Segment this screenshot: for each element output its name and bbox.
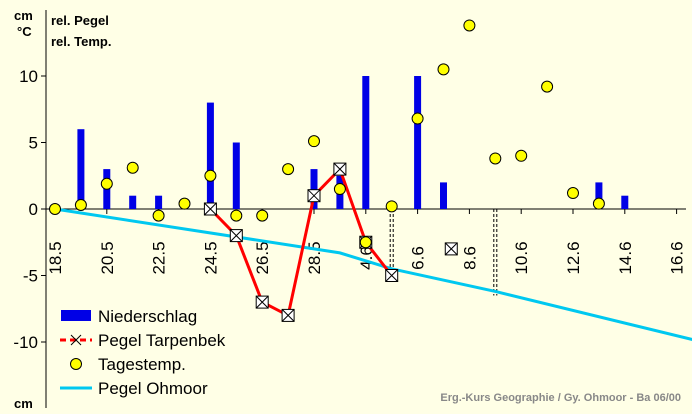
x-tick-label: 20.5 — [98, 241, 117, 274]
precipitation-bar — [77, 129, 85, 209]
temperature-point — [592, 197, 605, 210]
legend-label: Niederschlag — [98, 307, 197, 326]
precipitation-bar — [595, 182, 603, 209]
temperature-point — [385, 200, 398, 213]
temperature-point — [437, 63, 450, 76]
temperature-point — [567, 187, 579, 200]
tarpenbek-point — [255, 295, 269, 309]
precipitation-bar — [362, 76, 370, 209]
precipitation-bar — [440, 182, 447, 209]
y-tick-label: 0 — [29, 200, 38, 219]
precipitation-bar — [155, 195, 163, 209]
temperature-point — [178, 197, 191, 210]
credit-text: Erg.-Kurs Geographie / Gy. Ohmoor - Ba 0… — [440, 392, 681, 404]
x-tick-label: 12.6 — [564, 241, 583, 274]
y-unit-top-cm: cm — [14, 8, 33, 23]
temperature-point — [230, 209, 243, 222]
temperature-point — [100, 177, 113, 190]
x-tick-label: 26.5 — [253, 241, 272, 274]
temperature-point — [152, 209, 165, 222]
marker-cross — [333, 162, 347, 176]
tarpenbek-point — [333, 162, 347, 176]
y-unit-bottom-cm: cm — [14, 396, 33, 411]
precipitation-bar — [206, 102, 214, 209]
temperature-point — [489, 152, 502, 165]
tarpenbek-point — [229, 229, 243, 243]
x-tick-label: 28.5 — [305, 241, 324, 274]
legend: Niederschlag Pegel Tarpenbek Tagestemp. Peg… — [60, 307, 226, 398]
legend-cross — [70, 334, 82, 346]
temperature-point — [411, 112, 424, 125]
temperature-point — [49, 203, 61, 215]
legend-swatch-temperature — [70, 358, 82, 370]
x-tick-label: 22.5 — [150, 241, 169, 274]
x-tick-label: 24.5 — [201, 241, 220, 274]
marker-cross — [307, 189, 321, 203]
y-unit-top-celsius: °C — [17, 24, 32, 39]
tarpenbek-point — [281, 308, 295, 322]
temperature-point — [359, 236, 372, 249]
x-tick-label: 14.6 — [616, 241, 635, 274]
temperature-point — [126, 161, 139, 174]
marker-cross — [444, 242, 458, 256]
precipitation-bar — [310, 169, 318, 209]
precipitation-bar — [232, 142, 240, 209]
legend-item-temperature: Tagestemp. — [70, 355, 186, 374]
series-label-rel-temp: rel. Temp. — [51, 34, 111, 49]
y-tick-label: 10 — [19, 67, 38, 86]
precipitation-bar — [129, 195, 137, 209]
legend-label: Pegel Tarpenbek — [98, 331, 226, 350]
ohmoor-line — [54, 207, 692, 341]
marker-cross — [204, 202, 217, 216]
precipitation-bar — [414, 76, 422, 209]
legend-item-ohmoor: Pegel Ohmoor — [60, 379, 208, 398]
marker-cross — [385, 269, 399, 282]
marker-cross — [255, 295, 269, 309]
x-tick-label: 18.5 — [46, 241, 65, 274]
x-tick-label: 6.6 — [409, 246, 428, 270]
tarpenbek-point — [203, 202, 217, 216]
temperature-point — [515, 149, 528, 162]
legend-label: Pegel Ohmoor — [98, 379, 208, 398]
temperature-point — [256, 209, 269, 222]
tarpenbek-point — [307, 189, 321, 203]
tarpenbek-point — [385, 269, 399, 282]
series-label-rel-pegel: rel. Pegel — [51, 13, 109, 28]
x-tick-label: 10.6 — [512, 241, 531, 274]
temperature-point — [204, 169, 217, 182]
marker-cross — [281, 309, 295, 322]
temperature-point — [463, 19, 476, 32]
x-tick-label: 8.6 — [460, 246, 479, 270]
tarpenbek-line — [209, 166, 393, 318]
tarpenbek-point — [444, 242, 458, 256]
temperature-point — [74, 199, 87, 212]
legend-item-precipitation: Niederschlag — [61, 307, 197, 326]
x-tick-label: 16.6 — [668, 241, 687, 274]
y-tick-label: -10 — [13, 333, 38, 352]
precipitation-bar — [621, 195, 629, 209]
temperature-point — [308, 135, 320, 148]
legend-swatch-precipitation — [61, 310, 91, 321]
temperature-point — [282, 163, 295, 176]
marker-cross — [229, 229, 243, 242]
temperature-point — [333, 183, 346, 196]
y-tick-label: 5 — [29, 134, 38, 153]
temperature-point — [541, 80, 554, 93]
y-tick-label: -5 — [23, 267, 38, 286]
legend-item-tarpenbek: Pegel Tarpenbek — [60, 331, 226, 350]
legend-label: Tagestemp. — [98, 355, 186, 374]
